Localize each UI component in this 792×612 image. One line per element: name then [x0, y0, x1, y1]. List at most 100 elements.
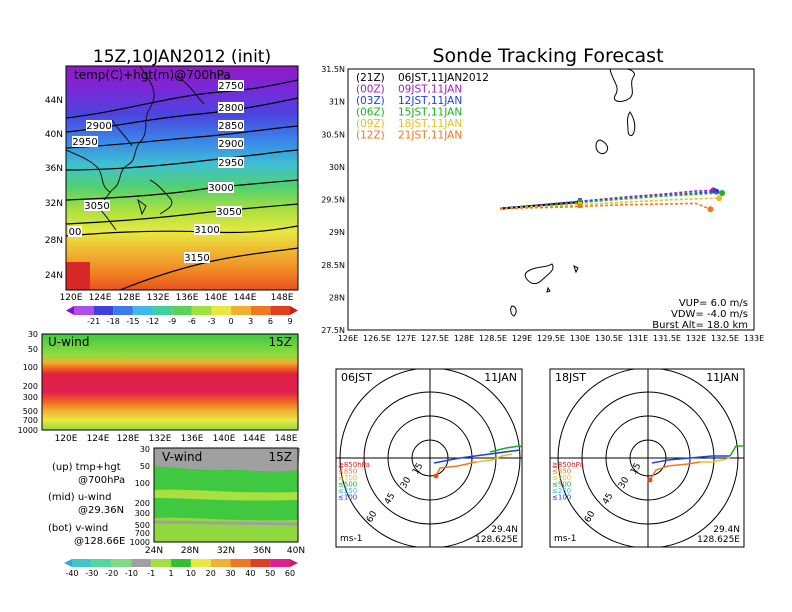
colorbar-cell: [171, 559, 191, 567]
pressure-label: 30: [28, 330, 38, 339]
colorbar-cell: [132, 306, 153, 315]
map-overlays: [66, 66, 298, 290]
track-endpoint: [707, 206, 714, 213]
colorbar-tick-label: -12: [146, 317, 159, 326]
v-wind-lat-labels: 24N 28N 32N 36N 40N: [145, 546, 305, 556]
lon-label: 144E: [234, 293, 257, 303]
contour-label: 2900: [218, 139, 243, 150]
colorbar-cell: [91, 559, 112, 567]
contour-label: 2850: [218, 121, 243, 132]
contour-label: 2800: [218, 103, 243, 114]
legend-code: (09Z): [356, 118, 385, 130]
colorbar-cell: [93, 306, 114, 315]
legend-label: 12JST,11JAN: [398, 95, 462, 107]
v-wind-label: V-wind: [162, 450, 202, 464]
coastline: [546, 265, 579, 293]
colorbar-cell: [72, 559, 92, 567]
colorbar-cell: [172, 306, 192, 315]
lon-label: 136E: [176, 293, 199, 303]
level-legend-item: ≤100: [552, 494, 571, 502]
u-wind-panel: U-wind 15Z 30 50 100 200 300 500 700 100…: [18, 330, 299, 444]
v-wind-time: 15Z: [269, 450, 293, 464]
coastline: [595, 139, 609, 155]
hodograph-lat: 29.4N: [491, 525, 518, 535]
u-wind-time: 15Z: [269, 335, 293, 349]
legend-code: (00Z): [356, 84, 385, 96]
lon-label: 128.5E: [479, 334, 507, 343]
colorbar-arrow: [66, 306, 74, 315]
panel-notes: (up) tmp+hgt @700hPa (mid) u-wind @29.36…: [48, 462, 125, 547]
lat-label: 32N: [45, 199, 63, 209]
colorbar-tick-label: 40: [245, 569, 255, 578]
v-wind-panel: V-wind 15Z 30 50 100 200 300 500 700 100…: [130, 445, 305, 556]
hodograph-units: ms-1: [554, 534, 576, 544]
pressure-label: 700: [23, 416, 38, 425]
colorbar-cell: [113, 306, 133, 315]
hodograph-lon: 128.625E: [475, 535, 518, 545]
v-wind-negative-band: [153, 520, 299, 526]
colorbar-tick-label: -15: [126, 317, 139, 326]
pressure-label: 1000: [18, 426, 38, 435]
colorbar-tick-label: 1: [169, 569, 174, 578]
lon-label: 128E: [454, 334, 474, 343]
colorbar-cell: [250, 559, 271, 567]
height-contour: [66, 179, 298, 201]
level-legend-item: ≧850hPa: [552, 461, 584, 469]
contour-label: 3100: [194, 225, 219, 236]
pressure-label: 200: [135, 499, 150, 508]
map-title: 15Z,10JAN2012 (init): [93, 47, 271, 67]
lon-label: 144E: [243, 434, 266, 444]
colorbar-tick-label: -10: [125, 569, 138, 578]
colorbar-tick-label: 6: [268, 317, 273, 326]
colorbar-tick-label: -1: [147, 569, 155, 578]
colorbar-cell: [191, 306, 212, 315]
hodograph-time: 06JST: [341, 371, 372, 384]
lat-label: 31.5N: [321, 65, 345, 74]
lat-label: 30.5N: [321, 130, 345, 139]
v-wind-frame: [153, 447, 299, 543]
legend-label: 21JST,11JAN: [398, 130, 462, 142]
u-wind-field: [42, 334, 298, 430]
tracking-title: Sonde Tracking Forecast: [432, 45, 663, 67]
u-wind-pressure-labels: 30 50 100 200 300 500 700 1000: [18, 330, 38, 435]
legend-code: (03Z): [356, 95, 385, 107]
pressure-label: 300: [23, 393, 38, 402]
lat-label: 29.5N: [321, 196, 345, 205]
colorbar-cell: [151, 559, 172, 567]
tracking-params: VUP= 6.0 m/s VDW= -4.0 m/s Burst Alt= 18…: [652, 298, 748, 331]
lat-label: 40N: [45, 130, 63, 140]
lat-label: 32N: [217, 546, 235, 556]
colorbar-arrow: [290, 559, 298, 567]
lon-label: 124E: [89, 293, 112, 303]
temperature-colorbar: -21 -18 -15 -12 -9 -6 -3 0 3 6 9: [66, 306, 298, 326]
colorbar-tick-label: 20: [206, 569, 216, 578]
lat-label: 36N: [45, 164, 63, 174]
lat-label: 44N: [45, 96, 63, 106]
ring-label: 45: [383, 492, 397, 507]
colorbar-cell: [74, 306, 94, 315]
lon-label: 127.5E: [421, 334, 449, 343]
legend-label: 06JST,11JAN2012: [398, 72, 489, 84]
v-wind-weak-region: [154, 489, 298, 501]
lat-label: 28.5N: [321, 261, 345, 270]
lon-label: 132E: [149, 434, 172, 444]
note-up-detail: @700hPa: [78, 475, 125, 486]
colorbar-tick-label: -9: [168, 317, 176, 326]
lon-label: 129E: [512, 334, 532, 343]
track-legend: (21Z) 06JST,11JAN2012 (00Z) 09JST,11JAN (03Z…: [356, 72, 489, 142]
vdw-text: VDW= -4.0 m/s: [671, 309, 748, 320]
level-legend-item: ≤250: [338, 487, 357, 495]
lon-label: 128E: [117, 434, 140, 444]
u-wind-label: U-wind: [48, 335, 89, 349]
lon-label: 132E: [686, 334, 706, 343]
lon-label: 148E: [271, 293, 294, 303]
lat-label: 31N: [329, 98, 345, 107]
contour-label: 00: [69, 227, 82, 238]
colorbar-cell: [211, 306, 232, 315]
hodograph-trace: [433, 449, 521, 464]
height-contour: [119, 247, 298, 290]
legend-code: (21Z): [356, 72, 385, 84]
